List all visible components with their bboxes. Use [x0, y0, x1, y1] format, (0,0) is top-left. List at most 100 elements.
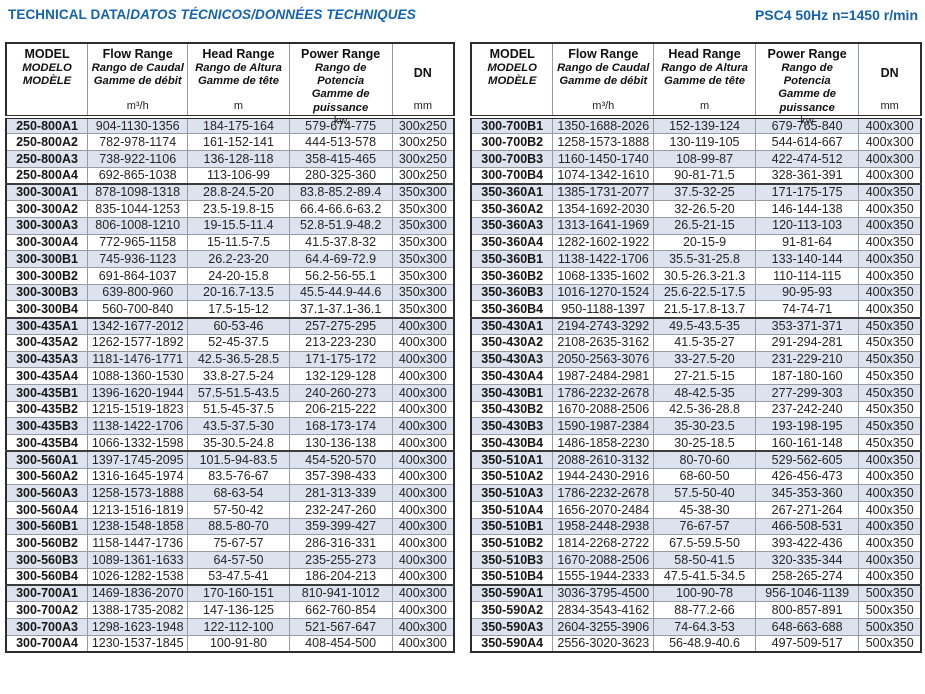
dn-cell: 450x350	[858, 367, 922, 385]
power-cell: 810-941-1012	[288, 584, 393, 603]
dn-cell: 400x350	[858, 182, 922, 202]
table-row: 250-800A4 692-865-1038 113-106-99 280-325-3…	[5, 166, 455, 185]
dn-cell: 400x300	[391, 333, 455, 352]
header-head-en: Head Range	[202, 47, 275, 61]
flow-cell: 2604-3255-3906	[552, 618, 655, 636]
flow-cell: 1316-1645-1974	[87, 467, 189, 486]
table-row: 300-700B1 1350-1688-2026 152-139-124 679-76…	[470, 116, 922, 135]
model-cell: 350-430B4	[470, 434, 554, 452]
col-header-head: Head Range Rango de Altura Gamme de tête m	[187, 42, 290, 119]
dn-cell: 400x300	[391, 467, 455, 486]
table-row: 300-700A2 1388-1735-2082 147-136-125 662-76…	[5, 601, 455, 620]
col-header-dn: DN mm	[858, 42, 922, 119]
power-cell: 45.5-44.9-44.6	[288, 283, 393, 302]
head-cell: 32-26.5-20	[653, 200, 756, 218]
head-cell: 49.5-43.5-35	[653, 316, 756, 335]
flow-cell: 1786-2232-2678	[552, 384, 655, 402]
head-cell: 35-30-23.5	[653, 417, 756, 436]
dn-cell: 500x350	[858, 601, 922, 620]
model-cell: 300-700B1	[470, 116, 554, 135]
model-cell: 350-590A1	[470, 584, 554, 603]
table-row: 300-435A2 1262-1577-1892 52-45-37.5 213-223…	[5, 333, 455, 352]
power-cell: 160-161-148	[754, 434, 860, 452]
flow-cell: 1088-1360-1530	[87, 367, 189, 385]
dn-cell: 400x300	[391, 501, 455, 519]
table-row: 300-560A1 1397-1745-2095 101.5-94-83.5 454-…	[5, 450, 455, 469]
header-flow-en: Flow Range	[568, 47, 639, 61]
unit-model	[473, 100, 551, 113]
dn-cell: 350x300	[391, 200, 455, 218]
flow-cell: 1258-1573-1888	[552, 133, 655, 151]
flow-cell: 1385-1731-2077	[552, 182, 655, 202]
head-cell: 52-45-37.5	[187, 333, 290, 352]
head-cell: 45-38-30	[653, 501, 756, 519]
head-cell: 42.5-36-28.8	[653, 400, 756, 419]
dn-cell: 400x300	[858, 116, 922, 135]
dn-cell: 350x300	[391, 233, 455, 252]
power-cell: 132-129-128	[288, 367, 393, 385]
power-cell: 37.1-37.1-36.1	[288, 300, 393, 319]
model-cell: 300-700B2	[470, 133, 554, 151]
header-model-fr: MODÈLE	[488, 75, 537, 88]
dn-cell: 400x350	[858, 266, 922, 285]
dn-cell: 300x250	[391, 149, 455, 168]
tables-container: MODEL MODELO MODÈLE Flow Range Rango de Cau…	[0, 42, 925, 653]
col-header-power: Power Range Rango de Potencia Gamme de pui…	[754, 42, 860, 127]
dn-cell: 400x350	[858, 233, 922, 252]
model-cell: 350-510A3	[470, 484, 554, 503]
head-cell: 41.5-35-27	[653, 333, 756, 352]
model-cell: 300-700A4	[5, 634, 89, 653]
model-cell: 350-590A2	[470, 601, 554, 620]
flow-cell: 1230-1537-1845	[87, 634, 189, 653]
power-cell: 454-520-570	[288, 450, 393, 469]
power-cell: 579-674-775	[288, 116, 393, 135]
table-row: 300-300A3 806-1008-1210 19-15.5-11.4 52.8-5…	[5, 216, 455, 235]
col-header-head: Head Range Rango de Altura Gamme de tête m	[653, 42, 756, 119]
table-row: 250-800A1 904-1130-1356 184-175-164 579-674…	[5, 116, 455, 135]
page-title-english: TECHNICAL DATA/	[8, 7, 131, 22]
head-cell: 19-15.5-11.4	[187, 216, 290, 235]
flow-cell: 835-1044-1253	[87, 200, 189, 218]
table-row: 300-560B4 1026-1282-1538 53-47.5-41 186-204…	[5, 567, 455, 586]
model-cell: 300-435A3	[5, 350, 89, 369]
model-cell: 300-435B1	[5, 384, 89, 402]
unit-head: m	[233, 100, 244, 112]
head-cell: 24-20-15.8	[187, 266, 290, 285]
head-cell: 101.5-94-83.5	[187, 450, 290, 469]
flow-cell: 1160-1450-1740	[552, 149, 655, 168]
model-cell: 350-360A3	[470, 216, 554, 235]
power-cell: 74-74-71	[754, 300, 860, 319]
power-cell: 56.2-56-55.1	[288, 266, 393, 285]
dn-cell: 350x300	[391, 266, 455, 285]
model-cell: 300-300A3	[5, 216, 89, 235]
flow-cell: 1138-1422-1706	[87, 417, 189, 436]
dn-cell: 450x350	[858, 384, 922, 402]
table-row: 350-510A3 1786-2232-2678 57.5-50-40 345-353…	[470, 484, 922, 503]
head-cell: 53-47.5-41	[187, 567, 290, 586]
model-cell: 300-560B4	[5, 567, 89, 586]
table-row: 300-300B2 691-864-1037 24-20-15.8 56.2-56-5…	[5, 266, 455, 285]
dn-cell: 400x300	[858, 149, 922, 168]
col-header-flow: Flow Range Rango de Caudal Gamme de débit …	[87, 42, 189, 119]
header-flow-fr: Gamme de débit	[93, 75, 182, 88]
dn-cell: 400x350	[858, 534, 922, 553]
table-row: 350-430A4 1987-2484-2981 27-21.5-15 187-180…	[470, 367, 922, 385]
table-row: 350-430A3 2050-2563-3076 33-27.5-20 231-229…	[470, 350, 922, 369]
power-cell: 408-454-500	[288, 634, 393, 653]
flow-cell: 3036-3795-4500	[552, 584, 655, 603]
unit-model	[8, 100, 86, 113]
header-model-es: MODELO	[22, 61, 72, 74]
flow-cell: 1814-2268-2722	[552, 534, 655, 553]
dn-cell: 400x350	[858, 501, 922, 519]
table-row: 300-435A3 1181-1476-1771 42.5-36.5-28.5 171…	[5, 350, 455, 369]
header-head-en: Head Range	[668, 47, 741, 61]
table-row: 350-360B1 1138-1422-1706 35.5-31-25.8 133-1…	[470, 250, 922, 268]
unit-dn: mm	[880, 100, 899, 112]
model-cell: 350-430A4	[470, 367, 554, 385]
header-power-fr: Gamme de puissance	[311, 88, 370, 114]
dn-cell: 400x350	[858, 567, 922, 586]
dn-cell: 400x300	[391, 434, 455, 452]
head-cell: 88.5-80-70	[187, 517, 290, 536]
flow-cell: 772-965-1158	[87, 233, 189, 252]
head-cell: 58-50-41.5	[653, 551, 756, 569]
